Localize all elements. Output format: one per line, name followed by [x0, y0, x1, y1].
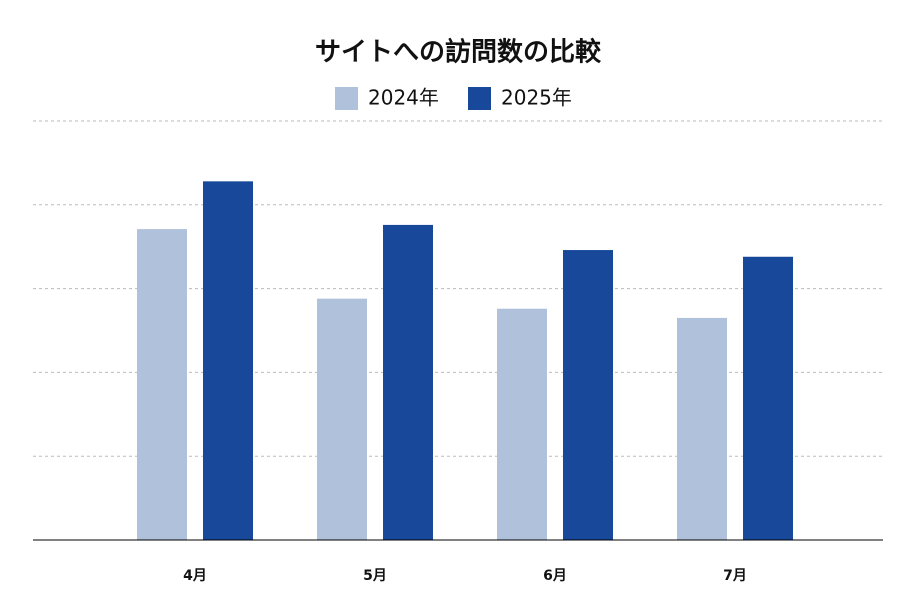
legend-label: 2024年	[368, 86, 439, 110]
x-tick-label: 5月	[363, 568, 387, 584]
bar	[317, 298, 367, 540]
chart-title: サイトへの訪問数の比較	[315, 37, 602, 68]
bar	[203, 181, 253, 540]
bar	[743, 256, 793, 540]
x-tick-label: 4月	[183, 568, 207, 584]
bar	[563, 250, 613, 540]
bar	[677, 317, 727, 540]
legend-swatch	[335, 87, 358, 110]
legend-label: 2025年	[501, 86, 572, 110]
x-tick-label: 7月	[723, 568, 747, 584]
legend-swatch	[468, 87, 491, 110]
x-tick-label: 6月	[543, 568, 567, 584]
bar	[137, 229, 187, 541]
bar	[383, 224, 433, 541]
bar	[497, 308, 547, 540]
